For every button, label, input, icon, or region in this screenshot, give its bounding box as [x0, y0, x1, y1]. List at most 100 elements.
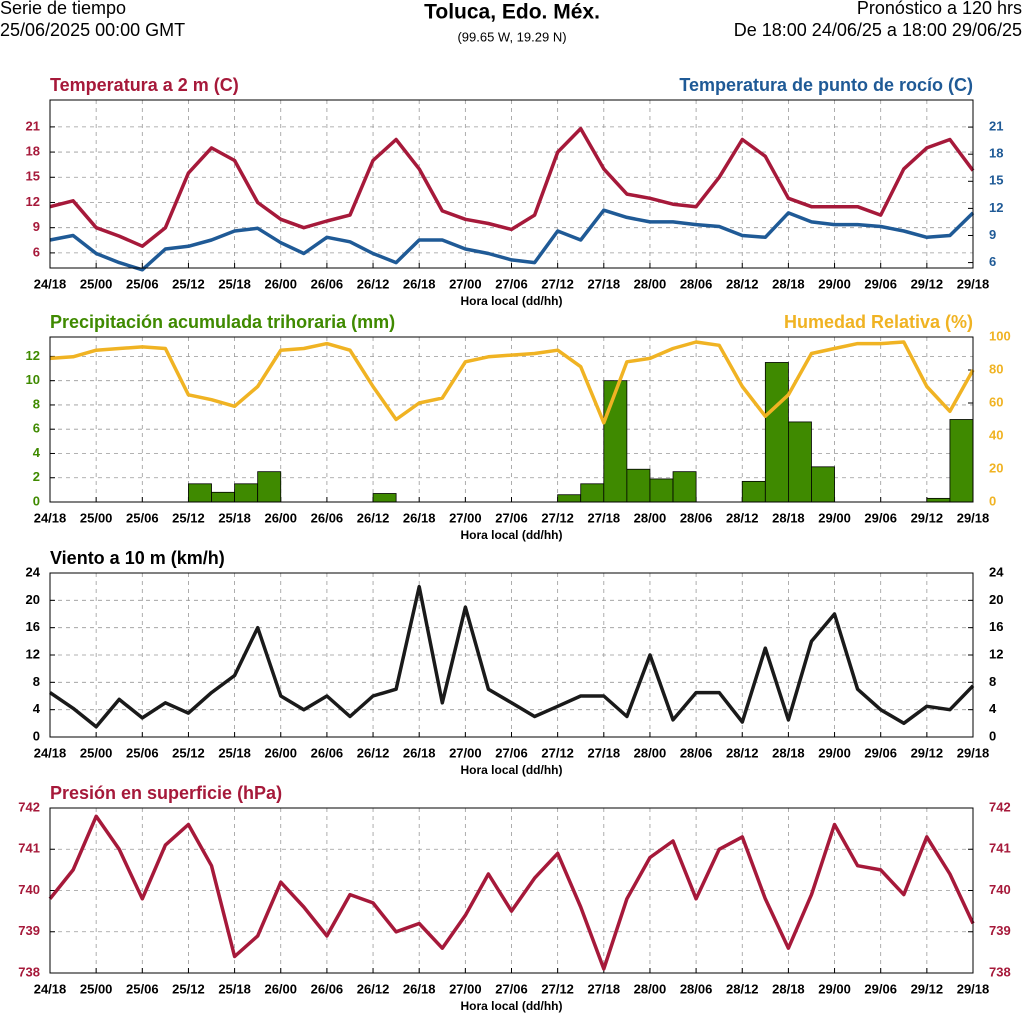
y-tick-label: 24 [26, 564, 41, 579]
y2-tick-label: 0 [989, 493, 996, 508]
precip-bar [234, 483, 259, 503]
header-title: Toluca, Edo. Méx. [424, 1, 600, 24]
x-tick-label: 26/12 [357, 510, 390, 525]
y-tick-label: 2 [33, 469, 40, 484]
x-tick-label: 25/12 [172, 745, 205, 760]
x-tick-label: 27/18 [588, 510, 621, 525]
y-tick-label: 740 [18, 882, 40, 897]
y-tick-label: 8 [33, 674, 40, 689]
x-tick-label: 26/18 [403, 276, 436, 291]
precip-bar [188, 483, 212, 503]
x-tick-label: 29/06 [864, 276, 897, 291]
y2-tick-label: 9 [989, 227, 996, 242]
y-tick-label: 10 [26, 372, 40, 387]
x-tick-label: 28/18 [772, 745, 805, 760]
y-tick-label: 9 [33, 219, 40, 234]
x-tick-label: 29/00 [818, 510, 851, 525]
x-tick-label: 28/00 [634, 981, 667, 996]
x-tick-label: 25/18 [218, 745, 251, 760]
x-tick-label: 25/00 [80, 276, 113, 291]
x-tick-label: 27/12 [541, 510, 574, 525]
x-tick-label: 25/12 [172, 510, 205, 525]
x-tick-label: 25/06 [126, 745, 159, 760]
x-tick-label: 26/06 [311, 745, 344, 760]
y-tick-label: 18 [26, 144, 40, 159]
x-tick-label: 27/12 [541, 981, 574, 996]
x-tick-label: 26/06 [311, 981, 344, 996]
header-subtitle: (99.65 W, 19.29 N) [457, 29, 566, 44]
y2-tick-label: 8 [989, 674, 996, 689]
x-axis-label: Hora local (dd/hh) [461, 528, 563, 542]
header-left-2: 25/06/2025 00:00 GMT [0, 20, 185, 40]
x-tick-label: 24/18 [34, 510, 67, 525]
y2-tick-label: 18 [989, 146, 1003, 161]
x-axis-label: Hora local (dd/hh) [461, 763, 563, 777]
precip-bar [257, 471, 282, 503]
plot-frame [49, 336, 974, 503]
y2-tick-label: 40 [989, 427, 1003, 442]
x-tick-label: 27/12 [541, 276, 574, 291]
y-tick-label: 4 [33, 701, 41, 716]
x-tick-label: 25/12 [172, 981, 205, 996]
y2-tick-label: 6 [989, 254, 996, 269]
x-tick-label: 29/06 [864, 981, 897, 996]
precip-bar [788, 421, 812, 503]
x-tick-label: 28/06 [680, 745, 713, 760]
precip-bar [372, 493, 397, 503]
x-tick-label: 28/18 [772, 510, 805, 525]
x-tick-label: 26/18 [403, 981, 436, 996]
y2-tick-label: 739 [989, 923, 1011, 938]
x-tick-label: 28/12 [726, 510, 759, 525]
y-tick-label: 12 [26, 194, 40, 209]
x-tick-label: 25/00 [80, 510, 113, 525]
y2-tick-label: 740 [989, 882, 1011, 897]
x-tick-label: 27/12 [541, 745, 574, 760]
x-tick-label: 25/18 [218, 276, 251, 291]
header-left-1: Serie de tiempo [0, 0, 126, 18]
precip-bar [603, 380, 628, 503]
y-tick-label: 12 [26, 348, 40, 363]
x-tick-label: 26/18 [403, 510, 436, 525]
panel-title: Viento a 10 m (km/h) [50, 548, 225, 568]
x-tick-label: 29/00 [818, 276, 851, 291]
x-tick-label: 26/12 [357, 276, 390, 291]
x-tick-label: 29/18 [957, 510, 990, 525]
y-tick-label: 20 [26, 592, 40, 607]
panel-title: Presión en superficie (hPa) [50, 783, 282, 803]
y-tick-label: 741 [18, 841, 40, 856]
x-tick-label: 29/06 [864, 510, 897, 525]
x-tick-label: 28/18 [772, 276, 805, 291]
panel-title: Precipitación acumulada trihoraria (mm) [50, 312, 395, 332]
x-tick-label: 24/18 [34, 745, 67, 760]
y-tick-label: 0 [33, 728, 40, 743]
x-tick-label: 26/00 [264, 981, 297, 996]
precip-bar [949, 419, 974, 503]
x-tick-label: 28/00 [634, 745, 667, 760]
x-tick-label: 29/00 [818, 745, 851, 760]
y2-tick-label: 0 [989, 728, 996, 743]
x-tick-label: 25/06 [126, 276, 159, 291]
series-line [49, 584, 975, 729]
header-right-1: Pronóstico a 120 hrs [857, 0, 1022, 18]
y2-tick-label: 21 [989, 119, 1003, 134]
series-line [49, 340, 975, 425]
x-tick-label: 29/12 [911, 510, 944, 525]
y2-tick-label: 16 [989, 619, 1003, 634]
series-line [48, 814, 975, 971]
x-tick-label: 29/12 [911, 745, 944, 760]
x-tick-label: 24/18 [34, 276, 67, 291]
x-tick-label: 29/06 [864, 745, 897, 760]
precip-bar [557, 494, 582, 503]
y2-tick-label: 12 [989, 200, 1003, 215]
precip-bar [672, 471, 697, 503]
y2-tick-label: 24 [989, 564, 1004, 579]
y-tick-label: 12 [26, 646, 40, 661]
x-tick-label: 26/12 [357, 981, 390, 996]
panel-title: Temperatura a 2 m (C) [50, 75, 239, 95]
precip-bar [649, 478, 674, 503]
x-tick-label: 28/00 [634, 510, 667, 525]
precip-bar [764, 362, 789, 503]
y-tick-label: 21 [26, 118, 40, 133]
x-tick-label: 25/06 [126, 510, 159, 525]
series-line [49, 208, 975, 272]
